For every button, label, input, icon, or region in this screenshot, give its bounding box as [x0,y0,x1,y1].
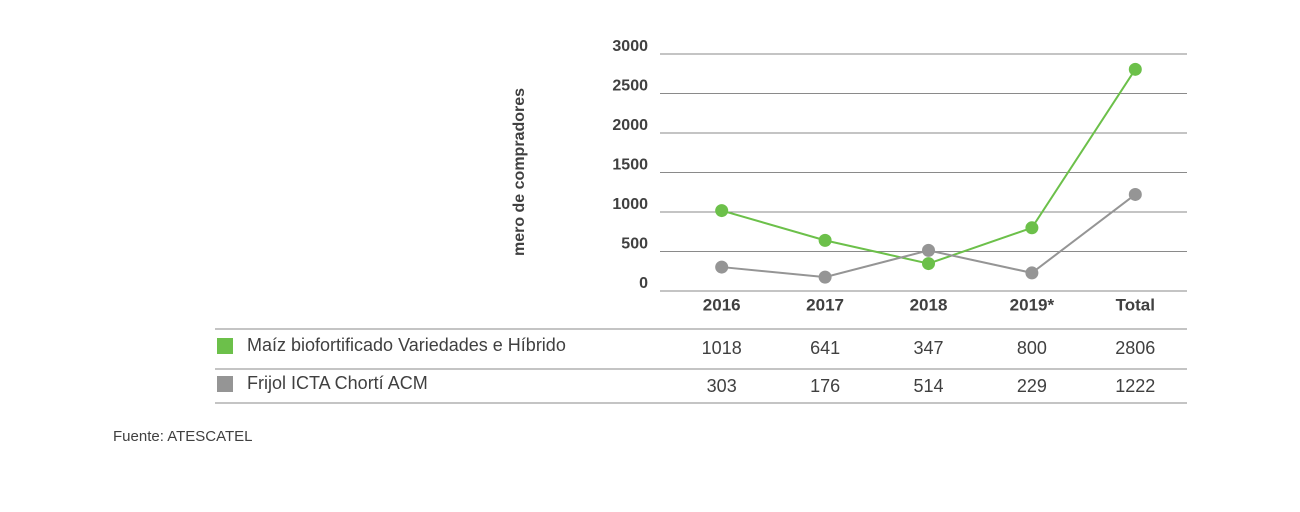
legend-label: Frijol ICTA Chortí ACM [247,373,428,393]
point [1025,266,1039,280]
y-tick-label: 3000 [612,38,648,55]
y-tick-label: 0 [639,275,648,292]
series-line [721,68,1137,265]
table-value: 1018 [702,338,742,358]
table-value: 229 [1017,376,1047,396]
x-tick-label: 2016 [703,295,741,314]
y-tick-label: 1500 [612,157,648,174]
point [1025,221,1039,235]
x-tick-label: Total [1116,295,1155,314]
y-axis-label: mero de compradores [511,88,528,256]
y-tick-label: 2000 [612,117,648,134]
legend-label: Maíz biofortificado Variedades e Híbrido [247,335,566,355]
x-tick-label: 2018 [910,295,948,314]
table-value: 800 [1017,338,1047,358]
table-value: 641 [810,338,840,358]
y-tick-label: 2500 [612,78,648,95]
legend-swatch [217,376,233,392]
x-tick-label: 2019* [1010,295,1055,314]
legend-swatch [217,338,233,354]
point [1128,187,1142,201]
table-value: 303 [707,376,737,396]
x-tick-label: 2017 [806,295,844,314]
point [818,270,832,284]
table-value: 1222 [1115,376,1155,396]
point [818,233,832,247]
table-value: 514 [913,376,943,396]
point [922,257,935,271]
table-value: 176 [810,376,840,396]
point [922,243,935,257]
table-value: 2806 [1115,338,1155,358]
table-value: 347 [913,338,943,358]
source: Fuente: ATESCATEL [113,428,253,445]
y-tick-label: 1000 [612,196,648,213]
point [715,260,729,274]
point [715,204,729,218]
point [1128,62,1142,76]
y-tick-label: 500 [621,236,648,253]
